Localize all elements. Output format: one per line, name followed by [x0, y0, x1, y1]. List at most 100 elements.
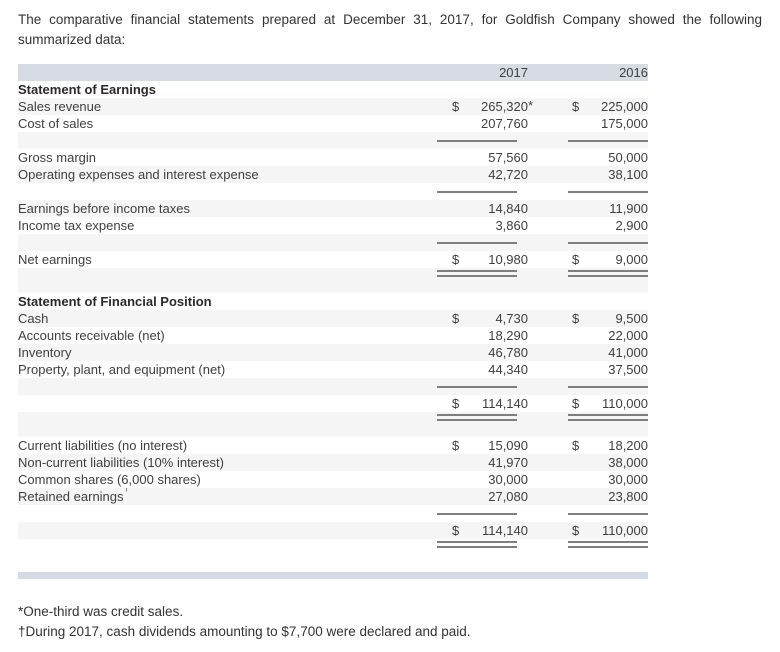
currency-symbol: $ — [572, 522, 580, 538]
amount-2016 — [528, 412, 648, 437]
amount: $114,140 — [452, 396, 528, 412]
amount-value: 9,500 — [615, 310, 648, 326]
amount-2016: 37,500 — [528, 361, 648, 378]
amount-value: 46,780 — [488, 344, 528, 360]
amount: 175,000 — [572, 116, 648, 132]
amount-value: 207,760 — [481, 115, 528, 131]
amount-2016 — [528, 234, 648, 251]
table-row: Inventory 46,780 41,000 — [18, 344, 648, 361]
amount: $18,200 — [572, 438, 648, 454]
amount-2016: $110,000 — [528, 395, 648, 412]
amount-value: 114,140 — [481, 395, 528, 411]
amount-2017 — [408, 234, 528, 251]
single-rule — [437, 139, 517, 142]
intro-paragraph: The comparative financial statements pre… — [18, 12, 762, 47]
amount: 22,000 — [572, 328, 648, 344]
amount-2017: 18,290 — [408, 327, 528, 344]
double-rule — [568, 541, 648, 548]
amount-2016: 175,000 — [528, 115, 648, 132]
amount: 57,560 — [452, 150, 528, 166]
amount-2017: 41,970 — [408, 454, 528, 471]
amount-value: 23,800 — [608, 488, 648, 504]
section-row: Statement of Financial Position — [18, 293, 648, 310]
footnote-dividends: †During 2017, cash dividends amounting t… — [18, 624, 471, 639]
amount: 50,000 — [572, 150, 648, 166]
amount: 44,340 — [452, 362, 528, 378]
table-header-row: 2017 2016 — [18, 64, 648, 81]
row-label: Property, plant, and equipment (net) — [18, 361, 226, 377]
amount-value: 22,000 — [608, 327, 648, 343]
amount: 3,860 — [452, 218, 528, 234]
amount-value: 15,090 — [488, 437, 528, 453]
single-rule — [568, 385, 648, 388]
amount-2017: 207,760 — [408, 115, 528, 132]
amount-2017: 14,840 — [408, 200, 528, 217]
amount-value: 114,140 — [481, 522, 528, 538]
amount-value: 57,560 — [488, 149, 528, 165]
financial-table: 2017 2016 Statement of Earnings Sales rev… — [18, 64, 648, 579]
amount-2016 — [528, 132, 648, 149]
row-label: Common shares (6,000 shares) — [18, 471, 201, 487]
row-label: Current liabilities (no interest) — [18, 437, 188, 453]
amount: $114,140 — [452, 523, 528, 539]
spacer — [18, 564, 648, 572]
amount-2017 — [408, 378, 528, 395]
table-row: Retained earnings† 27,080 23,800 — [18, 488, 648, 505]
row-label — [18, 132, 408, 149]
amount: 37,500 — [572, 362, 648, 378]
amount-2017 — [408, 183, 528, 200]
amount-2016: 38,000 — [528, 454, 648, 471]
amount-2017: 27,080 — [408, 488, 528, 505]
amount-2017: $10,980 — [408, 251, 528, 268]
amount-2016 — [528, 539, 648, 564]
double-rule — [437, 414, 517, 421]
amount-value: 44,340 — [488, 361, 528, 377]
amount-value: 50,000 — [608, 149, 648, 165]
row-label — [18, 183, 408, 200]
amount: 27,080 — [452, 489, 528, 505]
column-header-2016: 2016 — [528, 64, 648, 81]
single-rule — [568, 512, 648, 515]
amount-2016: $110,000 — [528, 522, 648, 539]
table-row: Net earnings $10,980 $9,000 — [18, 251, 648, 268]
amount-2016: 38,100 — [528, 166, 648, 183]
amount: $265,320 * — [452, 98, 533, 115]
row-label: Accounts receivable (net) — [18, 327, 165, 343]
amount-value: 14,840 — [488, 200, 528, 216]
amount-2017: 46,780 — [408, 344, 528, 361]
rule-row — [18, 183, 648, 200]
amount-value: 110,000 — [601, 395, 648, 411]
amount-2017: $4,730 — [408, 310, 528, 327]
amount-value: 41,970 — [488, 454, 528, 470]
amount-value: 175,000 — [601, 115, 648, 131]
table-row: Accounts receivable (net) 18,290 22,000 — [18, 327, 648, 344]
table-row: Current liabilities (no interest) $15,090… — [18, 437, 648, 454]
row-label — [18, 522, 408, 539]
amount: $4,730 — [452, 311, 528, 327]
row-label — [18, 412, 408, 437]
currency-symbol: $ — [572, 98, 580, 114]
amount-2017: 42,720 — [408, 166, 528, 183]
dblrule-row — [18, 412, 648, 437]
amount-2017: $265,320 * — [408, 98, 533, 115]
row-label: Inventory — [18, 344, 72, 360]
amount: $110,000 — [572, 396, 648, 412]
currency-symbol: $ — [452, 251, 460, 267]
single-rule — [437, 241, 517, 244]
dagger-note-marker: † — [123, 488, 130, 495]
amount: 42,720 — [452, 167, 528, 183]
amount-2017: 57,560 — [408, 149, 528, 166]
single-rule — [437, 512, 517, 515]
amount-value: 30,000 — [608, 471, 648, 487]
amount-value: 225,000 — [601, 98, 648, 114]
row-label: Cost of sales — [18, 115, 94, 131]
single-rule — [568, 139, 648, 142]
footnote-credit-sales: *One-third was credit sales. — [18, 604, 184, 619]
amount-2017: 44,340 — [408, 361, 528, 378]
amount-value: 10,980 — [488, 251, 528, 267]
table-row: Cost of sales 207,760 175,000 — [18, 115, 648, 132]
amount-2016: $225,000 — [528, 98, 648, 115]
column-header-blank — [18, 64, 408, 81]
amount: 38,000 — [572, 455, 648, 471]
